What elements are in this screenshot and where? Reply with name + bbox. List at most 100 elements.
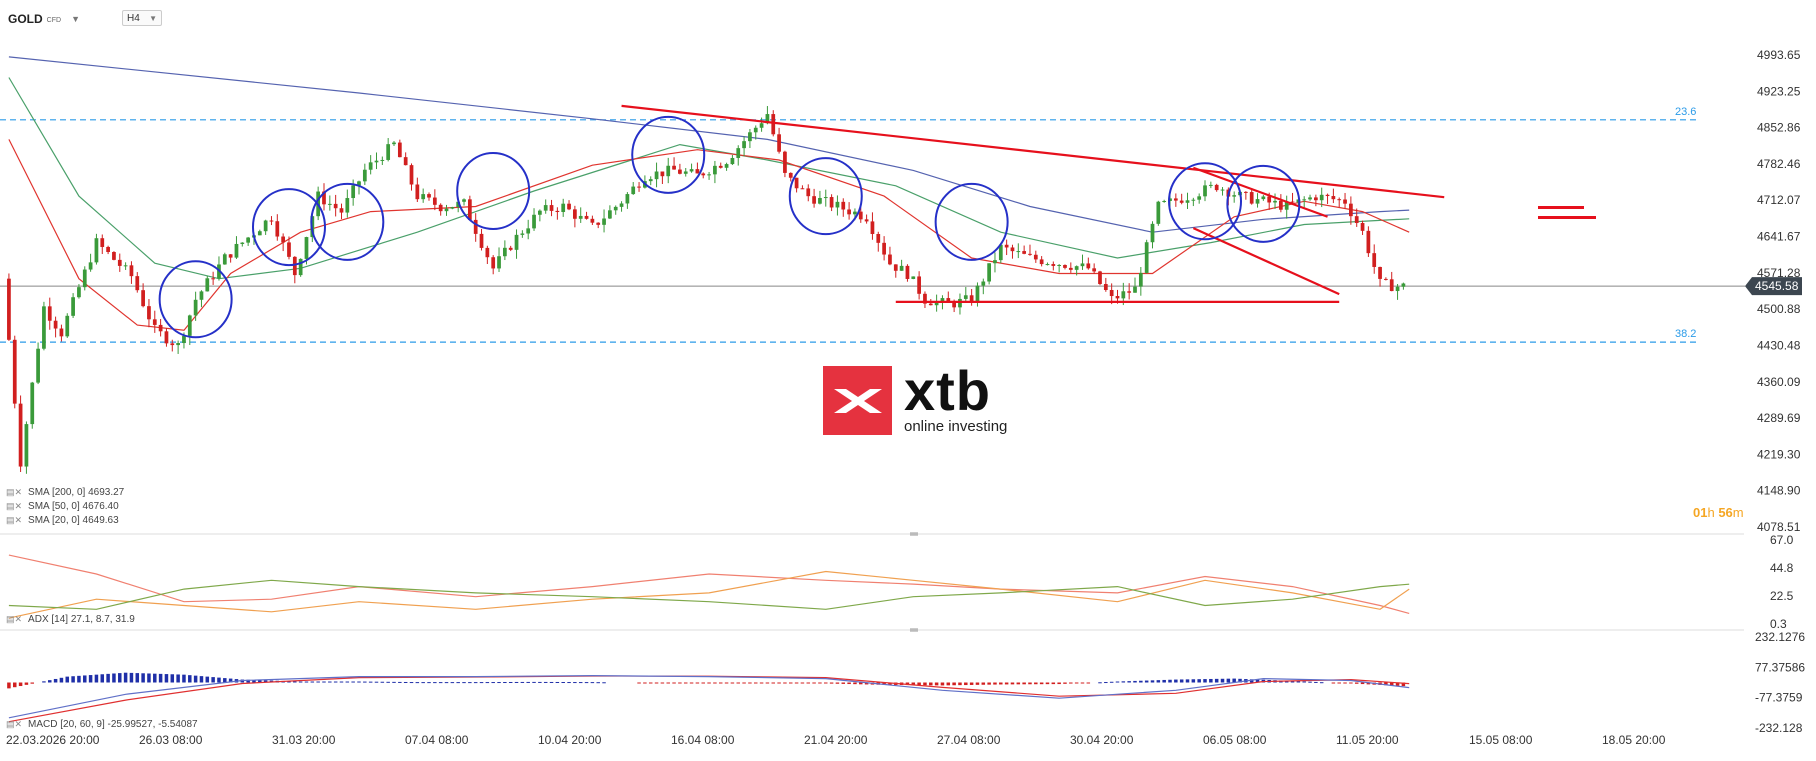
legend-adx[interactable]: ▤✕ ADX [14] 27.1, 8.7, 31.9 bbox=[6, 614, 135, 625]
macd-histogram-bar bbox=[777, 682, 781, 684]
legend-macd[interactable]: ▤✕ MACD [20, 60, 9] -25.99527, -5.54087 bbox=[6, 719, 198, 730]
candle-body bbox=[106, 246, 110, 252]
candle-body bbox=[170, 343, 175, 346]
macd-histogram-bar bbox=[433, 682, 437, 684]
candle-body bbox=[1156, 201, 1161, 224]
legend-sma20[interactable]: ▤✕ SMA [20, 0] 4649.63 bbox=[6, 515, 119, 526]
macd-histogram-bar bbox=[1197, 679, 1201, 683]
candle-body bbox=[608, 210, 612, 219]
macd-histogram-bar bbox=[555, 681, 560, 683]
macd-histogram-bar bbox=[789, 682, 793, 684]
macd-histogram-bar bbox=[1203, 679, 1207, 683]
chevron-down-icon[interactable]: ▼ bbox=[149, 13, 157, 23]
x-mark-icon bbox=[833, 388, 882, 413]
current-price-label: 4545.58 bbox=[1755, 279, 1799, 293]
candle-body bbox=[946, 298, 951, 303]
macd-histogram-bar bbox=[147, 673, 151, 683]
candle-body bbox=[345, 198, 350, 213]
candle-body bbox=[1249, 192, 1254, 204]
candle-body bbox=[94, 238, 99, 263]
candle-body bbox=[1138, 272, 1143, 287]
macd-histogram-bar bbox=[672, 682, 676, 684]
candle-body bbox=[403, 157, 408, 166]
candle-body bbox=[1098, 271, 1102, 285]
candle-body bbox=[882, 242, 886, 255]
symbol-selector[interactable]: GOLD CFD ▼ bbox=[8, 10, 80, 28]
x-tick-label: 21.04 20:00 bbox=[804, 733, 868, 747]
candle-body bbox=[1308, 197, 1312, 200]
macd-histogram-bar bbox=[1214, 678, 1219, 683]
candle-body bbox=[502, 247, 507, 257]
macd-histogram-bar bbox=[1302, 681, 1306, 683]
candle-body bbox=[12, 339, 17, 404]
candle-body bbox=[701, 173, 706, 176]
candle-body bbox=[987, 263, 991, 282]
candle-body bbox=[561, 203, 566, 213]
timeframe-selector[interactable]: H4 ▼ bbox=[122, 10, 162, 26]
candle-body bbox=[730, 157, 735, 165]
macd-histogram-bar bbox=[929, 682, 933, 686]
macd-histogram-bar bbox=[818, 682, 822, 684]
macd-histogram-bar bbox=[753, 682, 758, 684]
settings-icon[interactable]: ▤✕ bbox=[6, 515, 23, 525]
candle-body bbox=[281, 236, 286, 243]
candle-body bbox=[1103, 284, 1108, 291]
candle-body bbox=[1343, 199, 1347, 204]
candle-body bbox=[491, 257, 496, 269]
price-tick-label: 4430.48 bbox=[1757, 338, 1801, 352]
macd-histogram-bar bbox=[1121, 681, 1126, 683]
macd-histogram-bar bbox=[30, 682, 35, 684]
macd-histogram-bar bbox=[1144, 680, 1149, 683]
candle-body bbox=[1133, 286, 1137, 293]
macd-histogram-bar bbox=[1057, 682, 1061, 685]
macd-histogram-bar bbox=[730, 682, 735, 684]
x-tick-label: 30.04 20:00 bbox=[1070, 733, 1134, 747]
macd-histogram-bar bbox=[853, 682, 857, 685]
macd-histogram-bar bbox=[13, 682, 17, 688]
macd-histogram-bar bbox=[981, 682, 986, 685]
macd-histogram-bar bbox=[526, 681, 530, 683]
macd-histogram-bar bbox=[1354, 682, 1359, 684]
macd-histogram-bar bbox=[1314, 681, 1318, 683]
chevron-down-icon[interactable]: ▼ bbox=[71, 14, 80, 24]
candle-body bbox=[1267, 196, 1272, 203]
candle-body bbox=[538, 210, 542, 215]
macd-histogram-bar bbox=[584, 682, 589, 684]
legend-sma200[interactable]: ▤✕ SMA [200, 0] 4693.27 bbox=[6, 487, 124, 498]
candle-body bbox=[876, 234, 881, 243]
candle-body bbox=[893, 264, 898, 271]
candle-body bbox=[765, 114, 770, 124]
candle-body bbox=[567, 203, 571, 210]
flag-marker bbox=[1538, 206, 1584, 209]
candle-body bbox=[444, 208, 449, 212]
candle-body bbox=[1372, 253, 1377, 267]
candle-body bbox=[7, 278, 11, 340]
timeframe-label: H4 bbox=[127, 12, 140, 24]
settings-icon[interactable]: ▤✕ bbox=[6, 487, 23, 497]
settings-icon[interactable]: ▤✕ bbox=[6, 614, 23, 624]
candle-body bbox=[322, 191, 326, 205]
candle-body bbox=[578, 215, 583, 219]
candle-body bbox=[88, 262, 93, 270]
macd-histogram-bar bbox=[1349, 682, 1353, 684]
settings-icon[interactable]: ▤✕ bbox=[6, 719, 23, 729]
macd-histogram-bar bbox=[1010, 682, 1015, 685]
macd-histogram-bar bbox=[1028, 682, 1032, 685]
legend-sma50[interactable]: ▤✕ SMA [50, 0] 4676.40 bbox=[6, 501, 119, 512]
highlight-circle bbox=[310, 182, 385, 261]
settings-icon[interactable]: ▤✕ bbox=[6, 501, 23, 511]
candle-body bbox=[526, 228, 531, 234]
macd-histogram-bar bbox=[573, 682, 577, 684]
candle-body bbox=[421, 194, 426, 200]
candle-body bbox=[117, 259, 122, 266]
xtb-logo-mark bbox=[823, 366, 892, 435]
sma200-line bbox=[8, 56, 1410, 233]
candle-body bbox=[1022, 251, 1027, 254]
candle-body bbox=[1401, 283, 1406, 287]
macd-histogram-bar bbox=[648, 682, 653, 684]
candle-body bbox=[193, 299, 198, 316]
macd-histogram-bar bbox=[882, 682, 886, 685]
candle-body bbox=[818, 197, 822, 204]
candle-body bbox=[969, 295, 974, 303]
